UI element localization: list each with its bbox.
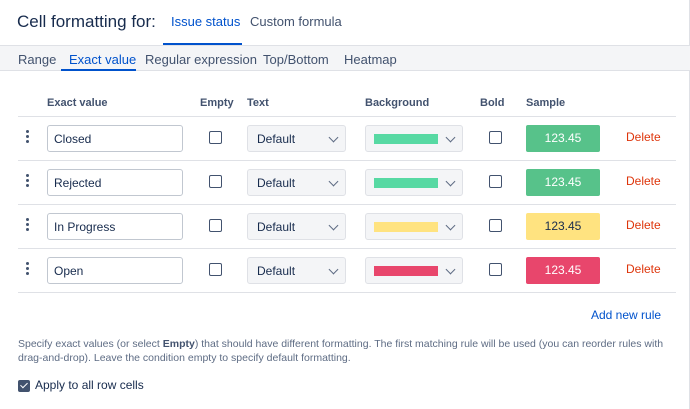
chevron-down-icon bbox=[445, 176, 456, 187]
add-new-rule-button[interactable]: Add new rule bbox=[591, 308, 662, 322]
tab-issue-status[interactable]: Issue status bbox=[171, 14, 241, 29]
background-color-select[interactable] bbox=[365, 169, 463, 196]
exact-value-input[interactable] bbox=[47, 213, 183, 240]
drag-handle-icon[interactable] bbox=[26, 130, 30, 144]
text-color-select[interactable]: Default bbox=[247, 169, 346, 196]
empty-checkbox[interactable] bbox=[209, 219, 222, 232]
delete-rule-button[interactable]: Delete bbox=[626, 130, 661, 144]
column-header-sample: Sample bbox=[526, 97, 566, 109]
panel-title: Cell formatting for: bbox=[17, 12, 156, 31]
empty-checkbox[interactable] bbox=[209, 175, 222, 188]
drag-handle-icon[interactable] bbox=[26, 262, 30, 276]
empty-checkbox[interactable] bbox=[209, 131, 222, 144]
subtab-heatmap[interactable]: Heatmap bbox=[344, 52, 397, 67]
rule-row: Default 123.45 Delete bbox=[18, 204, 676, 248]
text-color-value: Default bbox=[257, 264, 296, 278]
chevron-down-icon bbox=[328, 176, 339, 187]
subtab-top-bottom[interactable]: Top/Bottom bbox=[263, 52, 329, 67]
rule-row: Default 123.45 Delete bbox=[18, 116, 676, 160]
apply-to-all-rows-label[interactable]: Apply to all row cells bbox=[35, 378, 144, 392]
background-swatch bbox=[374, 178, 438, 188]
delete-rule-button[interactable]: Delete bbox=[626, 174, 661, 188]
background-color-select[interactable] bbox=[365, 257, 463, 284]
column-header-bold: Bold bbox=[480, 97, 505, 109]
help-text-empty: Empty bbox=[162, 338, 195, 350]
text-color-value: Default bbox=[257, 176, 296, 190]
bold-checkbox[interactable] bbox=[489, 219, 502, 232]
empty-checkbox[interactable] bbox=[209, 263, 222, 276]
column-header-exact-value: Exact value bbox=[47, 97, 108, 109]
exact-value-input[interactable] bbox=[47, 169, 183, 196]
sample-preview: 123.45 bbox=[526, 125, 600, 152]
chevron-down-icon bbox=[445, 132, 456, 143]
apply-to-all-rows-checkbox[interactable] bbox=[18, 380, 30, 392]
background-swatch bbox=[374, 222, 438, 232]
help-text: Specify exact values (or select Empty) t… bbox=[18, 337, 668, 365]
column-header-background: Background bbox=[365, 97, 430, 109]
delete-rule-button[interactable]: Delete bbox=[626, 262, 661, 276]
column-header-text: Text bbox=[247, 97, 269, 109]
help-text-end: ) that should have different formatting.… bbox=[18, 338, 664, 364]
rule-row: Default 123.45 Delete bbox=[18, 160, 676, 204]
chevron-down-icon bbox=[328, 220, 339, 231]
chevron-down-icon bbox=[445, 220, 456, 231]
table-divider bbox=[18, 292, 676, 293]
exact-value-input[interactable] bbox=[47, 257, 183, 284]
subtab-exact-value[interactable]: Exact value bbox=[69, 52, 137, 67]
sample-preview: 123.45 bbox=[526, 169, 600, 196]
subtab-range[interactable]: Range bbox=[18, 52, 57, 67]
text-color-value: Default bbox=[257, 220, 296, 234]
help-text-start: Specify exact values (or select bbox=[18, 338, 163, 350]
bold-checkbox[interactable] bbox=[489, 263, 502, 276]
background-swatch bbox=[374, 266, 438, 276]
bold-checkbox[interactable] bbox=[489, 175, 502, 188]
text-color-value: Default bbox=[257, 132, 296, 146]
chevron-down-icon bbox=[328, 264, 339, 275]
text-color-select[interactable]: Default bbox=[247, 257, 346, 284]
chevron-down-icon bbox=[445, 264, 456, 275]
column-header-empty: Empty bbox=[200, 97, 234, 109]
drag-handle-icon[interactable] bbox=[26, 218, 30, 232]
panel-header: Cell formatting for: Issue status Custom… bbox=[0, 0, 690, 45]
drag-handle-icon[interactable] bbox=[26, 174, 30, 188]
sample-preview: 123.45 bbox=[526, 257, 600, 284]
subtab-regular-expression[interactable]: Regular expression bbox=[145, 52, 258, 67]
text-color-select[interactable]: Default bbox=[247, 125, 346, 152]
background-swatch bbox=[374, 134, 438, 144]
background-color-select[interactable] bbox=[365, 213, 463, 240]
exact-value-input[interactable] bbox=[47, 125, 183, 152]
rule-type-tabs: Range Exact value Regular expression Top… bbox=[0, 45, 690, 71]
sample-preview: 123.45 bbox=[526, 213, 600, 240]
bold-checkbox[interactable] bbox=[489, 131, 502, 144]
text-color-select[interactable]: Default bbox=[247, 213, 346, 240]
background-color-select[interactable] bbox=[365, 125, 463, 152]
chevron-down-icon bbox=[328, 132, 339, 143]
delete-rule-button[interactable]: Delete bbox=[626, 218, 661, 232]
active-subtab-indicator bbox=[61, 69, 136, 71]
active-tab-indicator bbox=[163, 43, 242, 45]
rule-row: Default 123.45 Delete bbox=[18, 248, 676, 292]
tab-custom-formula[interactable]: Custom formula bbox=[250, 14, 342, 29]
